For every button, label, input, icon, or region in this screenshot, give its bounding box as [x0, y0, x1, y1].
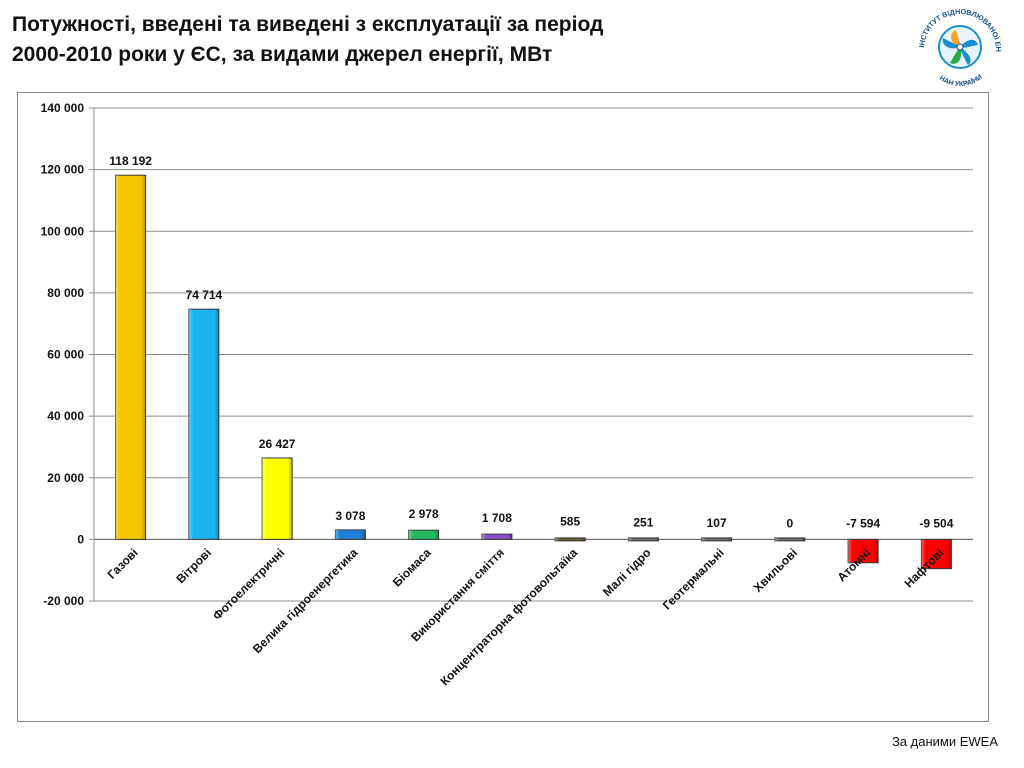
bar [627, 537, 659, 542]
wind-turbine-logo-icon [938, 25, 982, 69]
bar [261, 457, 293, 540]
y-tick-label: -20 000 [43, 594, 84, 608]
bar [554, 537, 586, 542]
value-label: 585 [560, 515, 580, 529]
chart-bars [115, 174, 952, 570]
y-tick-label: 20 000 [47, 471, 84, 485]
x-tick-label: Біомаса [390, 545, 434, 589]
value-label: 26 427 [259, 437, 296, 451]
x-tick-label: Хвильові [751, 546, 800, 595]
bar [701, 537, 733, 542]
value-label: 74 714 [186, 288, 223, 302]
title-line-1: Потужності, введені та виведені з експлу… [12, 13, 604, 36]
bar [920, 538, 952, 570]
page-title: Потужності, введені та виведені з експлу… [12, 10, 852, 70]
logo-text-bottom: НАН УКРАЇНИ [938, 74, 984, 89]
bar [774, 537, 806, 542]
x-tick-label: Концентраторна фотовольтаїка [437, 545, 580, 688]
value-label: 0 [787, 516, 794, 530]
chart-gridlines [94, 107, 973, 602]
bar-shading [555, 537, 586, 541]
bar-shading [701, 537, 732, 541]
bar-shading [481, 534, 512, 540]
bar [408, 529, 440, 540]
bar-shading [262, 457, 293, 540]
bar [115, 174, 147, 540]
y-tick-label: 80 000 [47, 286, 84, 300]
value-label: 251 [633, 516, 653, 530]
y-tick-label: 40 000 [47, 409, 84, 423]
y-tick-label: 100 000 [41, 224, 85, 238]
y-tick-label: 120 000 [41, 163, 85, 177]
bar [481, 533, 513, 540]
x-tick-label: Геотермальні [660, 546, 727, 613]
y-tick-label: 60 000 [47, 348, 84, 362]
value-labels: 118 192 74 714 26 427 3 078 2 978 1 708 585 251… [109, 154, 953, 530]
x-tick-label: Фотоелектричні [210, 546, 287, 623]
bar [847, 538, 879, 564]
value-label: 118 192 [109, 154, 152, 168]
bar-shading [921, 539, 952, 569]
chart-area: -20 000 0 20 000 40 000 60 000 80 000 100 000 1… [17, 92, 989, 722]
x-tick-label: Вітрові [174, 546, 214, 586]
value-label: 1 708 [482, 511, 512, 525]
bar-shading [188, 309, 219, 540]
bar [334, 529, 366, 540]
bar-chart: -20 000 0 20 000 40 000 60 000 80 000 100 000 1… [41, 101, 973, 688]
y-tick-label: 0 [77, 532, 84, 546]
x-tick-label: Газові [105, 546, 141, 582]
bar-shading [408, 530, 439, 540]
institute-logo: ІНСТИТУТ ВІДНОВЛЮВАНОЇ ЕНЕРГЕТИКИ НАН УК… [910, 2, 1003, 89]
y-axis: -20 000 0 20 000 40 000 60 000 80 000 100 000 1… [41, 101, 95, 608]
value-label: -9 504 [919, 516, 953, 530]
bar-shading [628, 537, 659, 541]
bar-shading [774, 537, 805, 541]
bar [188, 308, 220, 540]
value-label: 3 078 [335, 509, 365, 523]
x-tick-label: Малі гідро [600, 546, 654, 600]
bar-shading [848, 539, 879, 563]
title-line-2: 2000-2010 роки у ЄС, за видами джерел ен… [12, 43, 553, 66]
source-note: За даними EWEA [891, 734, 998, 749]
value-label: 2 978 [409, 507, 439, 521]
bar-shading [335, 529, 366, 540]
y-tick-label: 140 000 [41, 101, 85, 115]
value-label: 107 [707, 516, 727, 530]
value-label: -7 594 [846, 516, 880, 530]
bar-shading [115, 175, 146, 540]
